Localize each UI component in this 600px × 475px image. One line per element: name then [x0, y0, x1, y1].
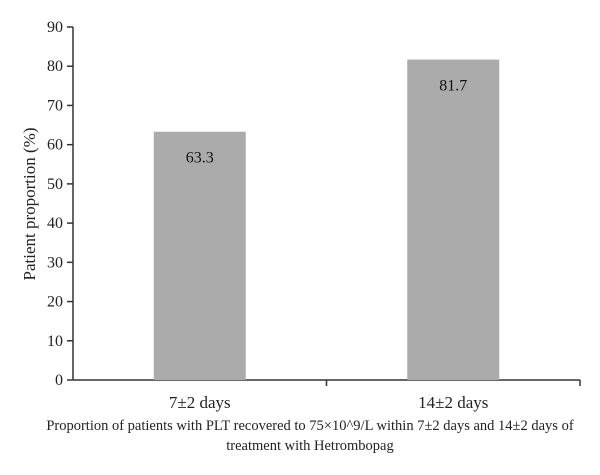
y-tick-label: 80 [47, 58, 63, 75]
y-tick-label: 60 [47, 137, 63, 154]
data-label: 81.7 [439, 78, 467, 95]
y-tick-label: 20 [47, 294, 63, 311]
y-axis-label: Patient proportion (%) [20, 128, 39, 281]
y-tick-label: 30 [47, 254, 63, 271]
bar [153, 131, 246, 380]
y-tick-label: 10 [47, 333, 63, 350]
y-tick-label: 0 [55, 372, 63, 389]
category-label: 14±2 days [418, 393, 488, 412]
y-tick-label: 70 [47, 97, 63, 114]
x-axis-caption: Proportion of patients with PLT recovere… [46, 418, 574, 454]
y-tick-label: 40 [47, 215, 63, 232]
y-tick-label: 50 [47, 176, 63, 193]
data-label: 63.3 [186, 150, 214, 167]
category-label: 7±2 days [169, 393, 231, 412]
y-tick-label: 90 [47, 19, 63, 36]
bar [407, 59, 500, 380]
